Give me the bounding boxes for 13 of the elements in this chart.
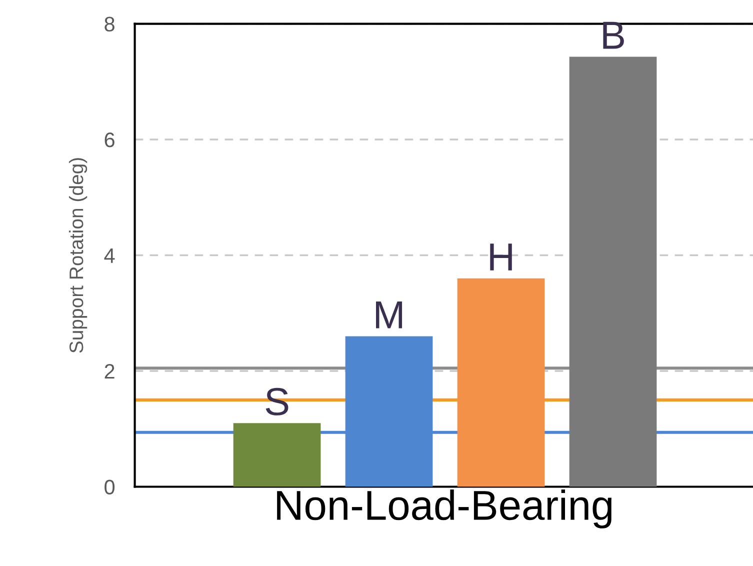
bar [457, 278, 545, 487]
bar [233, 423, 321, 487]
y-tick-label: 8 [104, 16, 114, 32]
data-label: H [490, 244, 512, 270]
y-tick-label: 0 [104, 480, 115, 495]
y-axis-title: Support Rotation (deg) [68, 158, 88, 353]
y-tick-label: 6 [104, 132, 114, 148]
x-axis-title: Non-Load-Bearing [277, 490, 612, 528]
data-label: M [376, 301, 402, 328]
y-tick-label: 2 [104, 364, 114, 379]
bar [569, 56, 657, 487]
data-label: B [603, 22, 624, 49]
y-tick-label: 4 [104, 248, 115, 263]
